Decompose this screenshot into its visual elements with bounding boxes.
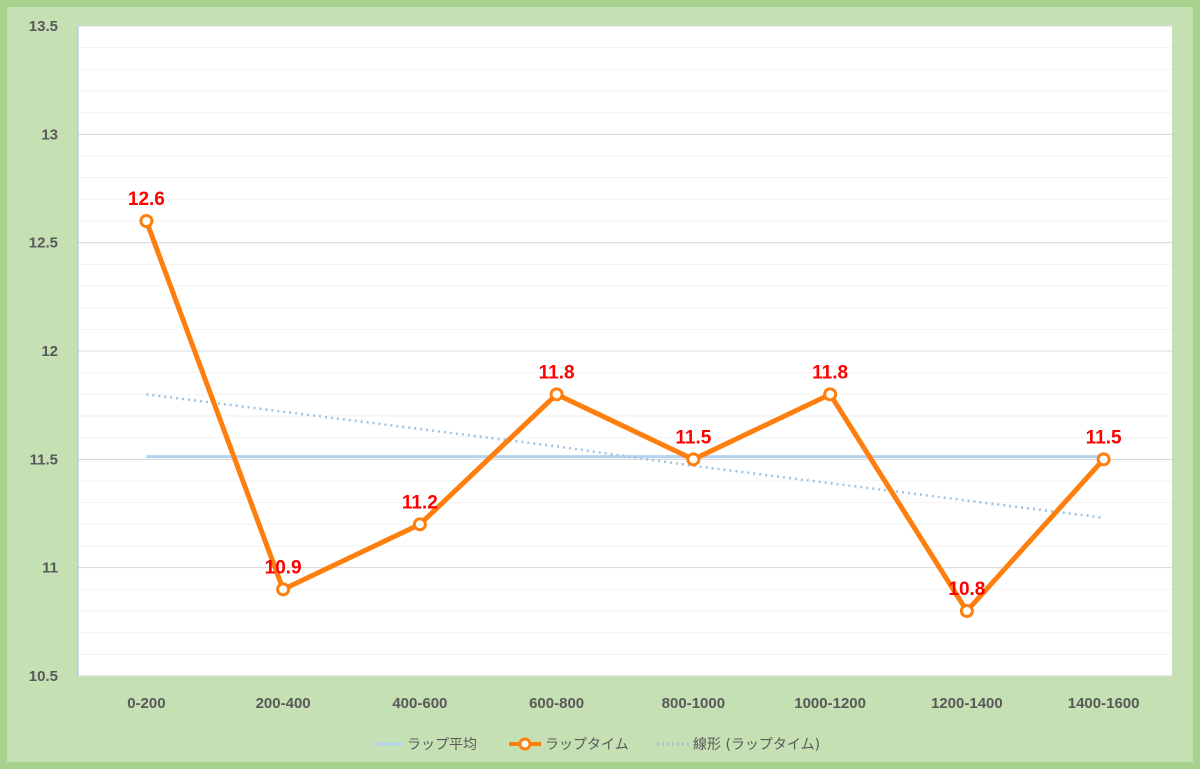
data-label: 11.5 (675, 427, 711, 448)
lap-time-point[interactable] (276, 582, 291, 597)
y-tick-label: 13.5 (29, 18, 58, 35)
legend-item-trendline[interactable]: 線形 (ラップタイム) (657, 737, 820, 753)
lap-time-point[interactable] (549, 387, 564, 402)
lap-time-point[interactable] (1096, 452, 1111, 467)
data-label: 11.8 (539, 362, 575, 383)
lap-time-line (144, 220, 1106, 614)
data-label: 10.9 (265, 557, 302, 578)
x-tick-label: 1200-1400 (931, 695, 1003, 712)
data-label: 12.6 (128, 189, 165, 210)
x-tick-label: 400-600 (392, 695, 447, 712)
data-label: 11.5 (1086, 427, 1122, 448)
legend-item-average[interactable]: ラップ平均 (374, 737, 477, 753)
y-tick-label: 11 (42, 560, 58, 577)
x-tick-label: 600-800 (529, 695, 584, 712)
y-tick-label: 12.5 (29, 235, 58, 252)
lap-time-point[interactable] (139, 214, 154, 228)
x-tick-label: 0-200 (127, 695, 165, 712)
legend-item-lap-time[interactable]: ラップタイム (509, 737, 629, 753)
legend-label-average: ラップ平均 (407, 737, 477, 753)
data-label: 10.8 (948, 579, 985, 600)
y-tick-label: 12 (41, 343, 58, 360)
x-tick-label: 1400-1600 (1068, 695, 1140, 712)
x-tick-label: 800-1000 (662, 695, 725, 712)
y-tick-label: 10.5 (29, 668, 58, 685)
legend-marker-lap-time (518, 737, 532, 751)
legend-label-trendline: 線形 (ラップタイム) (693, 737, 820, 753)
y-tick-label: 13 (41, 126, 58, 143)
legend-label-lap-time: ラップタイム (545, 737, 629, 753)
y-tick-label: 11.5 (30, 451, 58, 468)
lap-time-point[interactable] (823, 387, 838, 402)
lap-time-point[interactable] (686, 452, 701, 467)
data-label: 11.2 (402, 492, 438, 513)
data-label: 11.8 (812, 362, 848, 383)
trendline (146, 393, 1104, 520)
legend: ラップ平均 ラップタイム 線形 (ラップタイム) (374, 737, 820, 753)
lap-time-point[interactable] (412, 517, 427, 532)
x-tick-label: 1000-1200 (794, 695, 866, 712)
lap-time-point[interactable] (959, 604, 974, 618)
x-tick-label: 200-400 (256, 695, 311, 712)
